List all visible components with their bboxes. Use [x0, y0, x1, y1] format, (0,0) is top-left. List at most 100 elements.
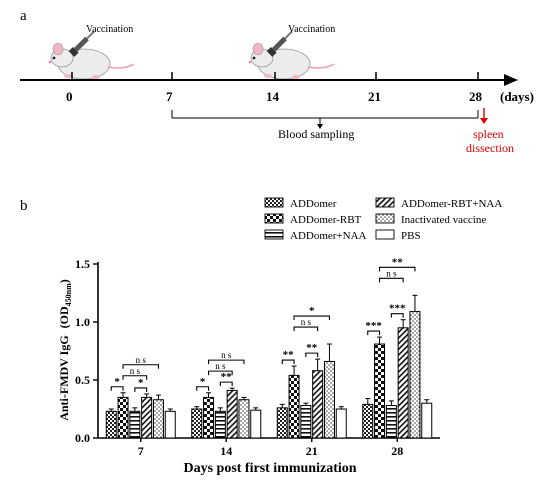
bar: [117, 396, 129, 439]
y-axis-label-unit-sub: 450nm: [64, 283, 73, 306]
significance-bracket: [293, 326, 319, 332]
x-tick-label: 7: [138, 444, 144, 458]
significance-bracket: [122, 375, 148, 380]
y-tick-label: 0.0: [75, 431, 90, 445]
timeline-day-label: 28: [469, 89, 483, 104]
timeline-day-label: 7: [166, 89, 173, 104]
bar: [335, 408, 347, 439]
significance-label: n s: [221, 350, 232, 360]
bar: [409, 311, 421, 439]
bar: [152, 399, 164, 439]
significance-label: ***: [389, 303, 406, 315]
mouse-illustration-2: [247, 30, 335, 80]
legend-label: ADDomer-RBT: [290, 214, 362, 226]
y-axis-label: Anti-FMDV IgG (OD450nm): [57, 279, 73, 421]
bar: [214, 410, 226, 439]
bar: [312, 370, 324, 439]
mouse-illustration-1: [47, 30, 135, 80]
x-axis-label: Days post first immunization: [183, 461, 356, 476]
significance-label: *: [309, 305, 315, 317]
significance-label: **: [221, 371, 233, 383]
svg-text:Anti-FMDV IgG (OD450nm): Anti-FMDV IgG (OD450nm): [57, 279, 73, 421]
dissection-label: dissection: [466, 141, 514, 155]
legend-swatch: [264, 213, 284, 224]
significance-label: **: [306, 342, 318, 354]
bar: [421, 402, 433, 439]
significance-label: *: [138, 377, 144, 389]
bar: [385, 405, 397, 439]
legend-label: ADDomer-RBT+NAA: [401, 198, 502, 210]
legend-swatch: [375, 213, 395, 224]
significance-bracket: [122, 364, 159, 369]
bar: [288, 374, 300, 439]
bar: [362, 403, 374, 439]
significance-bracket: [110, 386, 124, 391]
bar: [323, 360, 335, 439]
bar: [238, 399, 250, 439]
timeline-day-label: 21: [368, 89, 381, 104]
x-tick-label: 21: [306, 444, 318, 458]
significance-label: *: [114, 376, 120, 388]
legend-swatch: [264, 197, 284, 208]
x-tick-label: 28: [391, 444, 403, 458]
legend: ADDomer ADDomer-RBT ADDomer+NAA ADDomer-RBT…: [264, 197, 502, 242]
significance-label: n s: [136, 355, 147, 365]
significance-bracket: [196, 386, 210, 391]
significance-label: n s: [215, 361, 226, 371]
spleen-label: spleen: [473, 127, 504, 141]
significance-bracket: [379, 277, 404, 283]
significance-bracket: [134, 387, 148, 392]
bar: [191, 408, 203, 439]
significance-label: **: [392, 256, 404, 268]
panel-b-label: b: [20, 198, 28, 214]
bar: [397, 327, 409, 439]
vaccination-label-day0: Vaccination: [86, 24, 133, 35]
significance-bracket: [293, 315, 330, 321]
vaccination-label-day14: Vaccination: [288, 24, 335, 35]
y-tick-label: 1.5: [75, 257, 90, 271]
timeline: [20, 72, 518, 86]
timeline-unit: (days): [500, 89, 534, 104]
legend-label: ADDomer: [290, 198, 337, 210]
y-tick-label: 1.0: [75, 315, 90, 329]
blood-sampling-bracket: [171, 110, 479, 129]
significance-label: n s: [130, 366, 141, 376]
down-arrow-icon: [317, 124, 323, 129]
panel-a-label: a: [20, 8, 27, 24]
legend-label: PBS: [401, 230, 421, 242]
x-tick-label: 14: [220, 444, 232, 458]
bar: [164, 410, 176, 439]
blood-sampling-label: Blood sampling: [278, 127, 354, 141]
significance-label: n s: [386, 268, 397, 278]
timeline-day-label: 0: [66, 89, 73, 104]
y-tick-label: 0.5: [75, 373, 90, 387]
bar: [141, 396, 153, 439]
significance-bracket: [305, 352, 319, 358]
bar: [203, 396, 215, 439]
y-axis-label-unit-close: ): [57, 279, 71, 283]
significance-bracket: [208, 359, 245, 365]
timeline-day-label: 14: [266, 89, 280, 104]
y-axis-label-unit-open: (OD: [57, 306, 71, 328]
significance-bracket: [390, 313, 404, 318]
plot-area: 0.00.51.01.57 14 21 28* *n sn s* **n sn s ****…: [75, 256, 440, 458]
significance-bracket: [208, 370, 233, 376]
significance-label: n s: [301, 317, 312, 327]
bar: [276, 407, 288, 439]
legend-swatch: [375, 229, 395, 240]
significance-bracket: [367, 330, 381, 336]
bar: [250, 409, 262, 439]
significance-label: *: [200, 376, 206, 388]
significance-label: **: [283, 349, 295, 361]
bar: [226, 389, 238, 439]
legend-label: Inactivated vaccine: [401, 214, 486, 226]
significance-bracket: [379, 266, 416, 272]
significance-label: ***: [365, 320, 382, 332]
bar: [374, 343, 386, 439]
significance-bracket: [281, 359, 295, 365]
legend-label: ADDomer+NAA: [290, 230, 367, 242]
bar: [129, 410, 141, 439]
y-axis-label-main: Anti-FMDV IgG: [57, 335, 71, 420]
timeline-arrow-icon: [504, 74, 518, 86]
